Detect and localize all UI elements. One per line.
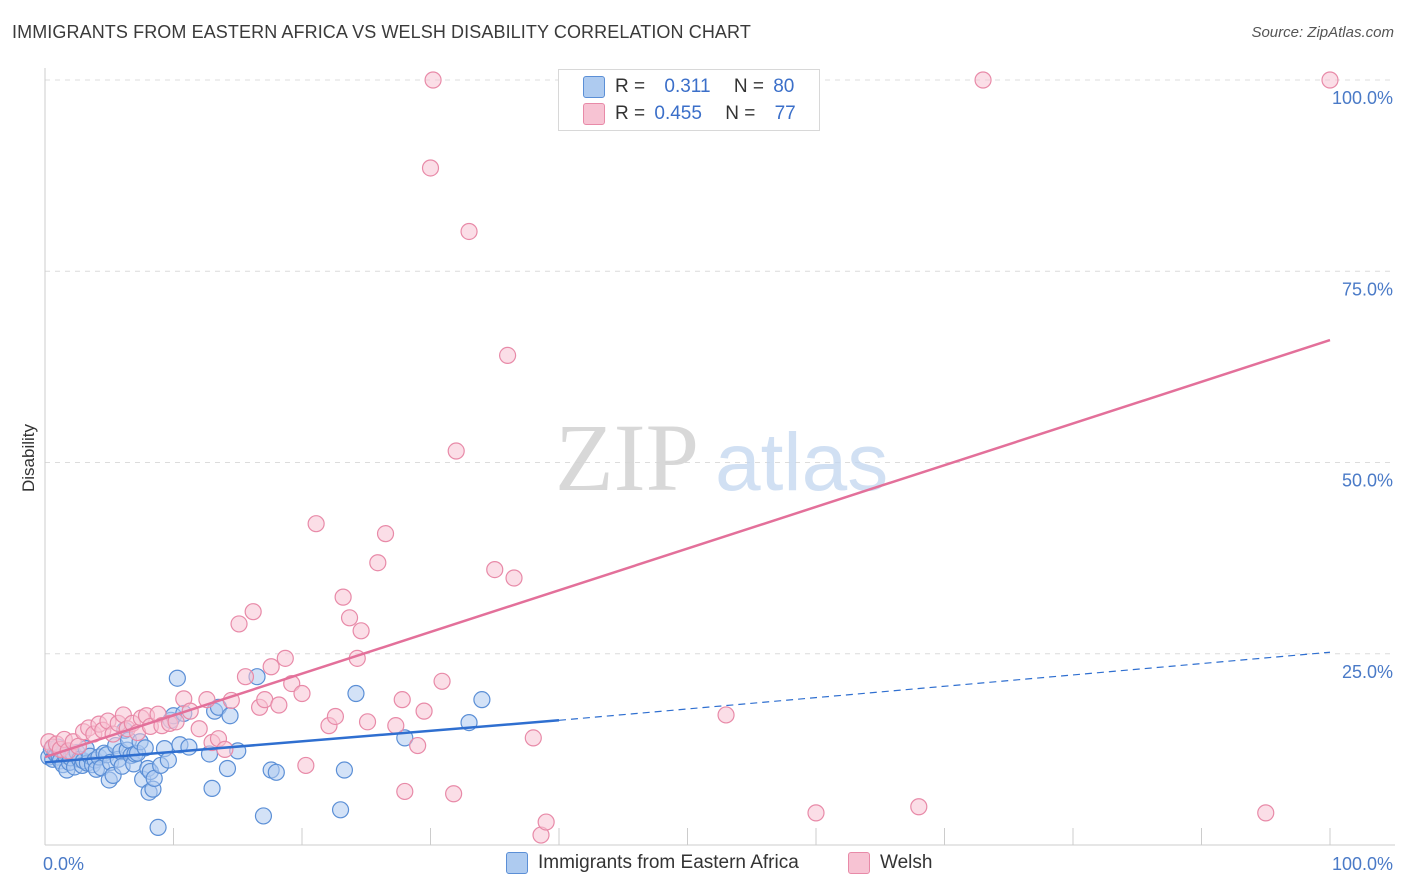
gridlines: [45, 79, 1395, 655]
data-point-welsh: [369, 554, 387, 572]
data-point-welsh: [974, 71, 992, 89]
data-point-welsh: [447, 442, 465, 460]
legend-swatch-pink: [583, 103, 605, 125]
data-point-welsh: [421, 159, 440, 177]
axes: [44, 68, 1395, 846]
legend-n-label: N =: [725, 103, 756, 124]
x-tick-label-end: 100.0%: [1332, 854, 1393, 874]
data-point-eastern-africa: [203, 779, 221, 797]
data-point-welsh: [358, 713, 377, 731]
data-point-eastern-africa: [180, 738, 198, 756]
data-point-welsh: [409, 736, 427, 755]
data-point-welsh: [230, 615, 248, 633]
bottom-legend-label: Immigrants from Eastern Africa: [538, 852, 799, 873]
legend-r-value: 0.455: [654, 103, 702, 124]
data-point-welsh: [537, 813, 555, 831]
data-point-eastern-africa: [149, 818, 167, 837]
data-point-welsh: [307, 515, 325, 533]
data-point-welsh: [297, 756, 315, 775]
data-point-eastern-africa: [347, 684, 365, 703]
watermark-atlas: atlas: [715, 417, 888, 508]
legend-n-label: N =: [733, 76, 764, 97]
axis-labels: 25.0% 50.0% 75.0% 100.0% 0.0% 100.0%: [43, 88, 1393, 874]
data-point-eastern-africa: [267, 763, 285, 781]
data-point-welsh: [276, 649, 294, 667]
x-tick-label-start: 0.0%: [43, 854, 84, 874]
y-tick-label: 50.0%: [1342, 471, 1393, 491]
legend-r-label: R =: [615, 103, 646, 124]
legend-n-value: 77: [774, 103, 796, 124]
data-point-welsh: [486, 560, 504, 579]
data-point-welsh: [244, 603, 262, 621]
data-point-welsh: [393, 691, 411, 709]
data-point-welsh: [433, 672, 451, 690]
trend-lines: [44, 338, 1331, 764]
legend-swatch-blue: [583, 76, 605, 98]
data-point-welsh: [1321, 71, 1339, 89]
data-point-welsh: [424, 71, 442, 89]
data-point-welsh: [524, 729, 542, 747]
watermark-zip: ZIP: [555, 404, 699, 511]
legend-r-label: R =: [615, 76, 646, 97]
bottom-legend-eastern-africa: Immigrants from Eastern Africa: [506, 852, 799, 874]
trend-line-welsh: [44, 338, 1331, 759]
trend-line-eastern-africa-extension: [558, 651, 1331, 721]
data-point-welsh: [376, 525, 395, 543]
data-point-welsh: [807, 804, 825, 822]
bottom-legend-label: Welsh: [880, 852, 933, 873]
data-point-eastern-africa: [136, 739, 154, 757]
bottom-legend-welsh: Welsh: [848, 852, 932, 874]
y-axis-label: Disability: [19, 423, 38, 492]
data-point-welsh: [910, 798, 928, 816]
data-point-welsh: [270, 696, 288, 714]
data-point-welsh: [216, 740, 234, 758]
data-point-welsh: [352, 622, 370, 640]
trend-line-eastern-africa: [44, 719, 560, 764]
y-tick-label: 100.0%: [1332, 88, 1393, 108]
data-point-welsh: [445, 785, 463, 803]
data-point-welsh: [505, 569, 523, 587]
data-point-eastern-africa: [254, 807, 273, 825]
data-point-eastern-africa: [473, 691, 491, 709]
data-point-welsh: [334, 588, 352, 606]
data-point-welsh: [293, 684, 311, 703]
data-point-welsh: [326, 707, 345, 726]
source-label: Source: ZipAtlas.com: [1251, 24, 1394, 41]
data-point-welsh: [340, 609, 359, 627]
data-point-welsh: [387, 717, 405, 735]
stats-legend: R = 0.311 N = 80 R = 0.455 N = 77: [558, 69, 820, 131]
data-point-welsh: [396, 782, 414, 801]
y-tick-label: 75.0%: [1342, 279, 1393, 299]
data-point-eastern-africa: [218, 759, 237, 778]
data-point-welsh: [236, 668, 255, 686]
data-point-eastern-africa: [159, 751, 177, 769]
data-point-welsh: [1257, 804, 1275, 822]
legend-r-value: 0.311: [664, 76, 711, 97]
watermark: ZIP atlas: [555, 404, 888, 511]
bottom-legend-swatch-pink: [848, 852, 870, 874]
data-point-eastern-africa: [335, 761, 354, 779]
data-point-welsh: [717, 706, 735, 724]
data-point-welsh: [190, 720, 208, 738]
data-point-welsh: [499, 346, 517, 364]
legend-n-value: 80: [773, 76, 795, 97]
data-point-welsh: [460, 222, 478, 241]
y-tick-label: 25.0%: [1342, 662, 1393, 682]
data-point-eastern-africa: [331, 801, 350, 819]
chart-title: IMMIGRANTS FROM EASTERN AFRICA VS WELSH …: [12, 22, 751, 42]
data-point-eastern-africa: [221, 707, 239, 725]
data-point-eastern-africa: [168, 669, 186, 687]
bottom-legend-swatch-blue: [506, 852, 528, 874]
data-point-welsh: [415, 702, 433, 720]
data-point-welsh: [262, 658, 280, 676]
